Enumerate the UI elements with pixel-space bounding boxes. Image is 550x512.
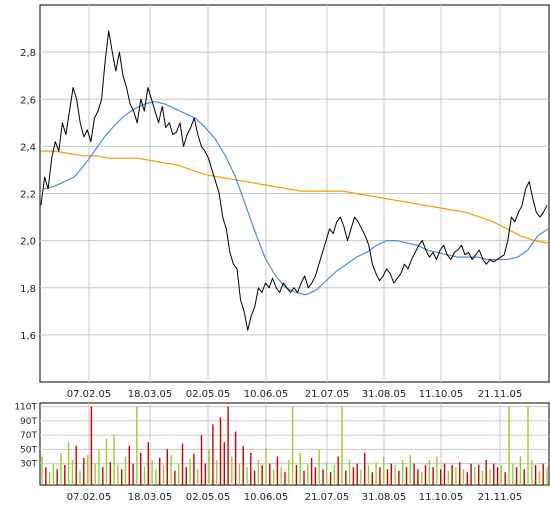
volume-y-tick-label: 110T xyxy=(14,403,37,413)
volume-bars xyxy=(41,406,548,485)
price-x-tick-label: 10.06.05 xyxy=(244,389,289,400)
price-x-axis: 07.02.05 18.03.05 02.05.05 10.06.05 21.07.05… xyxy=(67,389,523,400)
price-x-tick-label: 31.08.05 xyxy=(362,389,407,400)
price-y-tick-label: 2,6 xyxy=(20,95,36,106)
series-line-price xyxy=(40,30,548,331)
price-x-tick-label: 21.07.05 xyxy=(305,389,350,400)
price-y-axis: 1,6 1,8 2,0 2,2 2,4 2,6 2,8 xyxy=(20,48,36,342)
price-x-tick-label: 07.02.05 xyxy=(67,389,112,400)
volume-x-tick-label: 18.03.05 xyxy=(128,492,173,503)
volume-x-tick-label: 07.02.05 xyxy=(67,492,112,503)
price-x-tick-label: 21.11.05 xyxy=(478,389,523,400)
volume-x-tick-label: 02.05.05 xyxy=(186,492,231,503)
volume-x-tick-label: 10.06.05 xyxy=(244,492,289,503)
volume-grid xyxy=(40,403,549,485)
volume-x-tick-label: 31.08.05 xyxy=(362,492,407,503)
price-y-tick-label: 2,4 xyxy=(20,142,36,153)
price-x-tick-label: 18.03.05 xyxy=(128,389,173,400)
series-line-ma-short xyxy=(43,100,549,296)
series-line-ma-long xyxy=(41,150,549,244)
price-x-tick-label: 02.05.05 xyxy=(186,389,231,400)
price-x-tick-label: 11.10.05 xyxy=(419,389,464,400)
price-y-tick-label: 2,0 xyxy=(20,237,36,248)
price-y-tick-label: 1,6 xyxy=(20,331,36,342)
volume-y-tick-label: 30T xyxy=(20,460,37,470)
volume-x-axis: 07.02.05 18.03.05 02.05.05 10.06.05 21.07.05… xyxy=(67,492,523,503)
volume-x-tick-label: 21.11.05 xyxy=(478,492,523,503)
price-y-tick-label: 2,8 xyxy=(20,48,36,59)
volume-y-axis: 30T 50T 70T 90T 110T xyxy=(14,403,37,470)
price-series-group xyxy=(40,30,549,331)
price-y-tick-label: 1,8 xyxy=(20,284,36,295)
volume-panel-frame xyxy=(39,402,550,486)
volume-y-tick-label: 50T xyxy=(20,445,37,455)
volume-x-tick-label: 21.07.05 xyxy=(305,492,350,503)
volume-y-tick-label: 90T xyxy=(20,417,37,427)
price-grid xyxy=(40,5,549,382)
volume-x-tick-label: 11.10.05 xyxy=(419,492,464,503)
price-y-tick-label: 2,2 xyxy=(20,190,36,201)
volume-y-tick-label: 70T xyxy=(20,431,37,441)
